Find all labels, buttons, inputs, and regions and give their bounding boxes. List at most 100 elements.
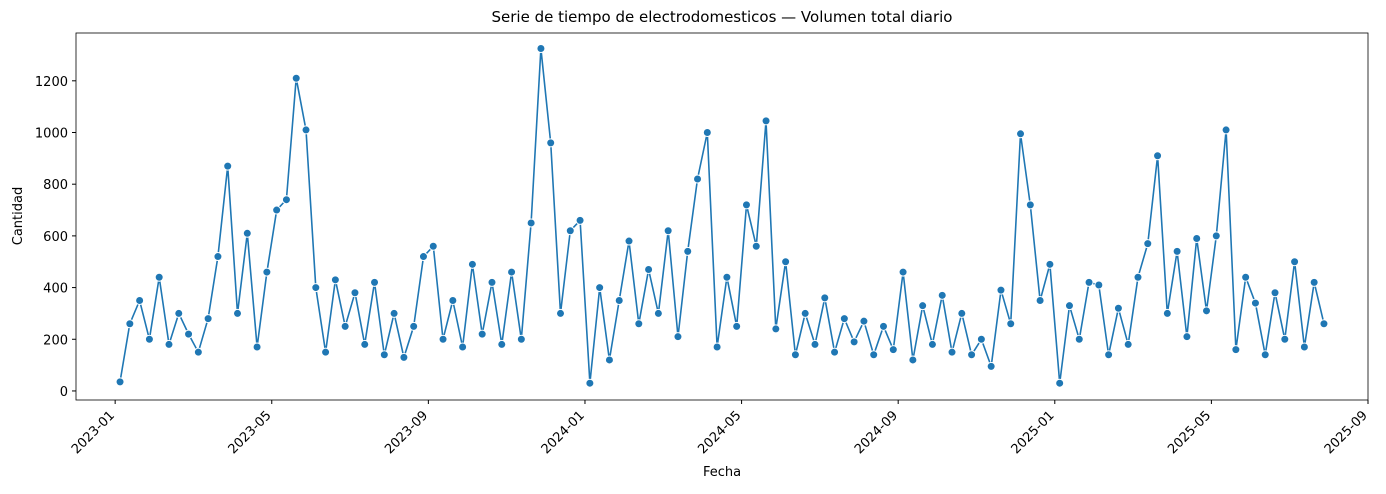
- x-tick-label: 2024-09: [852, 408, 901, 457]
- data-point: [1074, 334, 1084, 344]
- data-point: [350, 288, 360, 298]
- data-point: [1055, 378, 1065, 388]
- x-tick-label: 2023-09: [382, 408, 431, 457]
- data-point: [810, 339, 820, 349]
- data-point: [125, 319, 135, 329]
- data-point: [869, 350, 879, 360]
- data-point: [193, 347, 203, 357]
- data-point: [1309, 277, 1319, 287]
- data-point: [1045, 259, 1055, 269]
- data-point: [507, 267, 517, 277]
- data-point: [291, 73, 301, 83]
- x-tick-label: 2024-01: [539, 408, 588, 457]
- data-point: [262, 267, 272, 277]
- data-point: [438, 334, 448, 344]
- data-point: [516, 334, 526, 344]
- data-point: [115, 377, 125, 387]
- data-point: [653, 308, 663, 318]
- x-axis-label: Fecha: [703, 465, 741, 480]
- data-point: [242, 228, 252, 238]
- data-point: [712, 342, 722, 352]
- data-point: [1221, 125, 1231, 135]
- data-point: [595, 283, 605, 293]
- data-point: [223, 161, 233, 171]
- data-point: [1123, 339, 1133, 349]
- data-point: [1192, 233, 1202, 243]
- data-point: [389, 308, 399, 318]
- data-point: [879, 321, 888, 331]
- data-point: [1260, 350, 1270, 360]
- data-point: [957, 308, 967, 318]
- data-point: [1133, 272, 1143, 282]
- data-point: [751, 241, 761, 251]
- data-point: [418, 252, 428, 262]
- y-tick-label: 600: [43, 230, 68, 245]
- data-point: [722, 272, 732, 282]
- data-point: [487, 277, 497, 287]
- data-point: [467, 259, 477, 269]
- y-tick-label: 1000: [35, 127, 68, 142]
- data-point: [565, 226, 575, 236]
- data-point: [947, 347, 957, 357]
- data-point: [1104, 350, 1114, 360]
- series-line: [119, 48, 1325, 384]
- data-point: [1241, 272, 1251, 282]
- data-point: [1172, 246, 1182, 256]
- data-point: [1280, 334, 1290, 344]
- data-point: [898, 267, 908, 277]
- data-point: [986, 361, 996, 371]
- data-point: [1113, 303, 1123, 313]
- data-point: [1211, 231, 1221, 241]
- data-point: [624, 236, 634, 246]
- data-point: [1006, 319, 1016, 329]
- data-point: [1182, 332, 1192, 342]
- data-point: [781, 257, 791, 267]
- data-point: [448, 295, 458, 305]
- x-tick-label: 2024-05: [695, 408, 744, 457]
- data-point: [585, 378, 595, 388]
- data-point: [340, 321, 350, 331]
- data-point: [1162, 308, 1172, 318]
- y-tick-label: 1200: [35, 75, 68, 90]
- data-point: [634, 319, 644, 329]
- data-point: [908, 355, 918, 365]
- data-point: [937, 290, 947, 300]
- x-tick-label: 2025-09: [1322, 408, 1371, 457]
- data-point: [741, 200, 751, 210]
- data-point: [849, 337, 859, 347]
- data-point: [830, 347, 840, 357]
- data-point: [1064, 301, 1074, 311]
- data-point: [918, 301, 928, 311]
- data-point: [144, 334, 154, 344]
- data-point: [771, 324, 781, 334]
- data-point: [409, 321, 419, 331]
- data-point: [1250, 298, 1260, 308]
- plot-frame: [75, 32, 1369, 401]
- data-point: [174, 308, 184, 318]
- data-point: [1094, 280, 1104, 290]
- data-point: [1202, 306, 1211, 316]
- data-point: [604, 355, 614, 365]
- data-point: [1025, 200, 1035, 210]
- data-point: [888, 345, 898, 355]
- data-point: [1270, 288, 1280, 298]
- data-point: [683, 246, 693, 256]
- data-point: [644, 264, 654, 274]
- data-point: [184, 329, 194, 339]
- x-tick-label: 2025-05: [1165, 408, 1214, 457]
- chart-title: Serie de tiempo de electrodomesticos — V…: [492, 8, 953, 26]
- data-point: [546, 138, 556, 148]
- data-point: [497, 339, 507, 349]
- data-point: [311, 283, 321, 293]
- data-point: [281, 195, 291, 205]
- data-point: [732, 321, 742, 331]
- data-point: [1084, 277, 1094, 287]
- y-tick-label: 400: [43, 282, 68, 297]
- x-tick-label: 2023-01: [69, 408, 118, 457]
- data-point: [800, 308, 810, 318]
- data-point: [370, 277, 380, 287]
- data-point: [1231, 345, 1241, 355]
- data-point: [135, 295, 145, 305]
- data-point: [839, 314, 849, 324]
- data-point: [154, 272, 164, 282]
